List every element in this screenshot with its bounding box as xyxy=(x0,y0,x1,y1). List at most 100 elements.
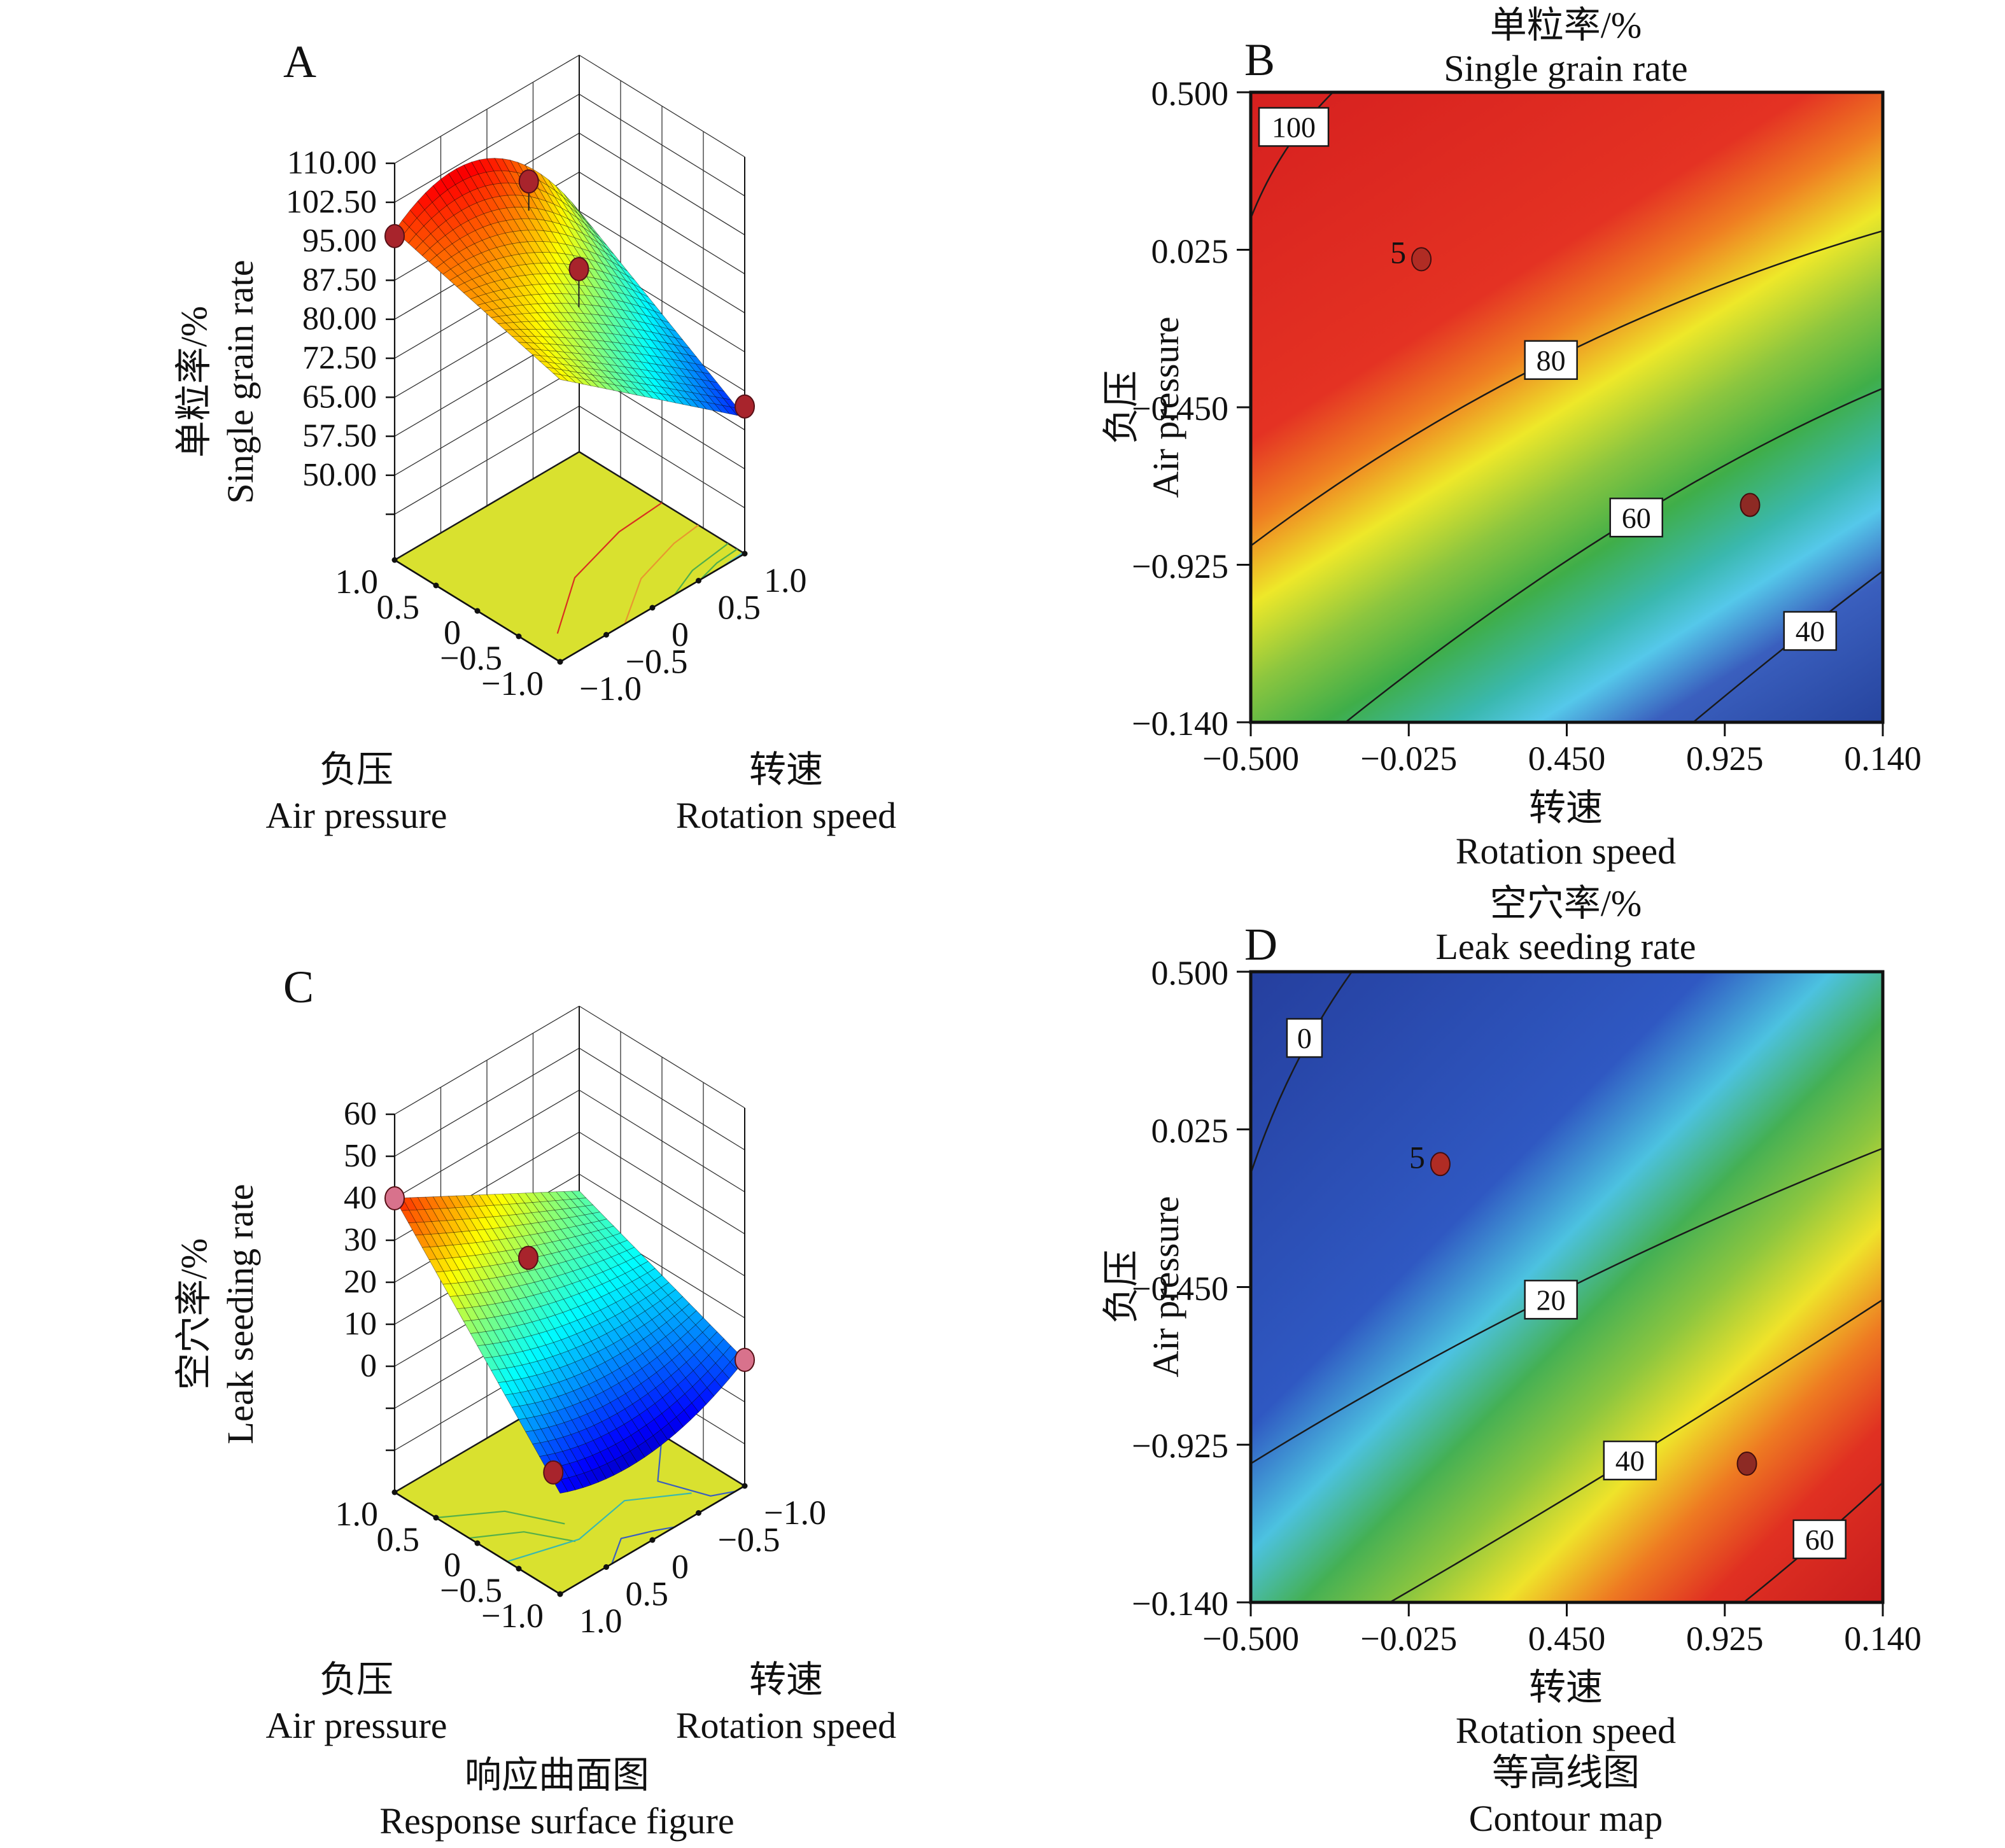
floor-contour-line xyxy=(468,1531,576,1543)
design-point-marker xyxy=(543,1460,564,1485)
panel-c-speed-axis-title-zh: 转速 xyxy=(749,1659,824,1700)
design-point-marker xyxy=(518,1245,538,1270)
design-point-marker xyxy=(384,1186,405,1210)
floor-tick-dot xyxy=(742,1483,748,1489)
value-axis-tick-label: 95.00 xyxy=(302,223,377,259)
panel-b-letter: B xyxy=(1244,34,1276,85)
x-axis-tick-label: 0.450 xyxy=(1528,739,1606,778)
y-axis-tick-label: −0.450 xyxy=(1132,1269,1228,1308)
air-axis-tick-label: 1.0 xyxy=(335,1495,379,1533)
speed-axis-tick-label: −1.0 xyxy=(579,669,642,708)
x-axis-tick-label: −0.025 xyxy=(1360,739,1458,778)
speed-axis-tick-label: 1.0 xyxy=(579,1602,623,1640)
speed-axis-tick-label: −0.5 xyxy=(626,643,688,681)
contour-label-box xyxy=(1609,498,1663,538)
panel-d-letter: D xyxy=(1244,919,1277,970)
value-axis-tick-label: 50.00 xyxy=(302,457,377,493)
caption-surface-en: Response surface figure xyxy=(379,1800,735,1842)
panel-a-air-axis-title-zh: 负压 xyxy=(319,749,394,790)
y-axis-tick-label: 0.500 xyxy=(1151,954,1229,992)
air-axis-tick-label: 0.5 xyxy=(377,588,420,626)
floor-tick-dot xyxy=(603,632,609,638)
floor-tick-dot xyxy=(433,582,439,589)
design-point-marker xyxy=(568,256,589,281)
x-axis-tick-label: 0.925 xyxy=(1686,739,1764,778)
y-axis-tick-label: 0.025 xyxy=(1151,232,1229,270)
x-axis-tick-label: 0.140 xyxy=(1844,739,1922,778)
contour-label-box xyxy=(1524,340,1578,380)
contour-label-40: 40 xyxy=(1615,1445,1645,1477)
y-axis-tick-label: −0.925 xyxy=(1132,1427,1228,1466)
contour-line-100 xyxy=(1249,92,1333,219)
air-axis-tick-label: −1.0 xyxy=(481,1597,544,1635)
y-axis-tick-label: 0.025 xyxy=(1151,1111,1229,1150)
panel-a-value-axis-title-en: Single grain rate xyxy=(220,260,262,504)
speed-axis-tick-label: 0 xyxy=(672,1548,689,1586)
surface-plot-c: 1.01.00.50.50 0−0.5−0.5−1.0−1.06050403020… xyxy=(335,1005,826,1640)
contour-heatmap xyxy=(1251,92,1883,722)
design-point-marker xyxy=(735,1348,755,1372)
panel-a-speed-axis-title-en: Rotation speed xyxy=(675,795,897,836)
surface-mesh xyxy=(394,1191,745,1494)
floor-contour-line xyxy=(657,1434,736,1497)
value-axis-tick-label: 40 xyxy=(344,1180,377,1216)
value-axis-tick-label: 60 xyxy=(344,1096,377,1132)
value-axis-tick-label: 110.00 xyxy=(287,145,377,181)
surface-plot-a: 1.0−1.00.5−0.50 0−0.50.5−1.01.0110.00102.… xyxy=(286,55,807,708)
value-axis-tick-label: 87.50 xyxy=(302,262,377,298)
floor-tick-dot xyxy=(649,605,656,611)
contour-line-0 xyxy=(1249,971,1353,1174)
design-point-marker xyxy=(384,224,405,249)
speed-axis-tick-label: 1.0 xyxy=(764,561,807,599)
caption-contour-zh: 等高线图 xyxy=(1491,1752,1640,1793)
panel-c-speed-axis-title-en: Rotation speed xyxy=(675,1705,897,1746)
floor-contour-line xyxy=(624,524,699,624)
contour-label-box xyxy=(1258,107,1330,147)
x-axis-tick-label: −0.025 xyxy=(1360,1620,1458,1658)
contour-plot-b: 100 80 60 40 5 xyxy=(1237,90,1885,736)
floor-tick-dot xyxy=(474,608,481,614)
panel-a-speed-axis-title-zh: 转速 xyxy=(749,749,824,790)
panel-d-x-axis-title-zh: 转速 xyxy=(1528,1667,1603,1708)
contour-label-60: 60 xyxy=(1622,501,1651,534)
y-axis-tick-label: −0.925 xyxy=(1132,547,1228,585)
air-axis-tick-label: 0 xyxy=(444,613,461,652)
design-point-label: 5 xyxy=(1409,1139,1425,1175)
panel-a-air-axis-title-en: Air pressure xyxy=(265,795,447,836)
speed-axis-tick-label: 0.5 xyxy=(718,589,761,627)
design-point-marker xyxy=(735,394,755,419)
floor-tick-dot xyxy=(516,1565,522,1572)
contour-label-80: 80 xyxy=(1537,344,1566,377)
caption-surface-zh: 响应曲面图 xyxy=(464,1754,650,1796)
speed-axis-tick-label: 0 xyxy=(672,615,689,654)
floor-tick-dot xyxy=(557,1591,563,1597)
air-axis-tick-label: −0.5 xyxy=(440,639,502,677)
plot-border xyxy=(1249,970,1885,1604)
floor-contour-line xyxy=(673,543,729,596)
floor-contour-line xyxy=(556,502,663,634)
contour-label-40: 40 xyxy=(1796,615,1825,647)
panel-b-title-en: Single grain rate xyxy=(1444,48,1688,89)
design-point-label: 5 xyxy=(1390,234,1406,270)
air-axis-tick-label: −1.0 xyxy=(481,664,544,703)
y-axis-tick-label: −0.450 xyxy=(1132,389,1228,428)
y-axis-tick-label: −0.140 xyxy=(1132,1585,1228,1623)
panel-c-letter: C xyxy=(283,962,314,1012)
panel-b-x-axis-title-zh: 转速 xyxy=(1528,787,1603,829)
value-axis-tick-label: 80.00 xyxy=(302,301,377,337)
air-axis-tick-label: −0.5 xyxy=(440,1571,502,1609)
panel-a-letter: A xyxy=(283,36,316,87)
y-axis-tick-label: 0.500 xyxy=(1151,74,1229,113)
design-point-marker xyxy=(1740,493,1761,517)
value-axis-tick-label: 30 xyxy=(344,1222,377,1258)
floor-tick-dot xyxy=(603,1564,609,1570)
panel-c-value-axis-title-zh: 空穴率/% xyxy=(173,1238,215,1390)
x-axis-tick-label: −0.500 xyxy=(1202,1620,1299,1658)
value-axis-tick-label: 10 xyxy=(344,1306,377,1342)
contour-label-box xyxy=(1524,1280,1578,1320)
floor-tick-dot xyxy=(433,1515,439,1521)
x-axis-tick-label: 0.140 xyxy=(1844,1620,1922,1658)
floor-contour-line xyxy=(700,548,738,580)
floor-tick-dot xyxy=(474,1540,481,1546)
